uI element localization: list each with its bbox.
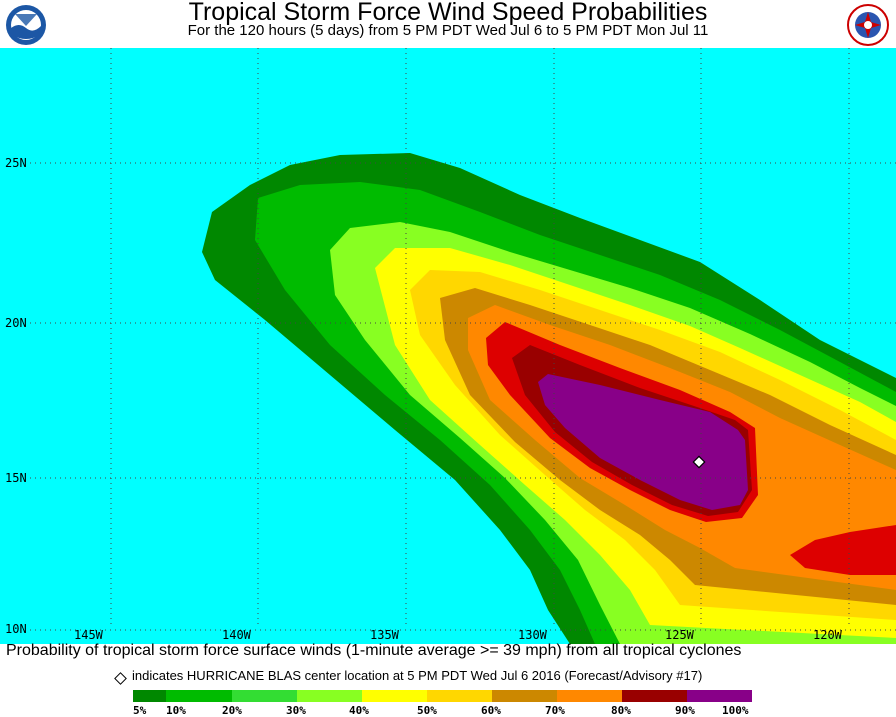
legend-swatch-0 — [133, 690, 166, 702]
lon-label-125w: 125W — [665, 628, 694, 642]
legend-swatch-2 — [232, 690, 297, 702]
page-subtitle: For the 120 hours (5 days) from 5 PM PDT… — [187, 22, 709, 39]
legend-label-2: 20% — [222, 704, 242, 717]
legend-label-7: 70% — [545, 704, 565, 717]
legend-swatch-7 — [557, 690, 622, 702]
probability-map — [0, 48, 896, 644]
noaa-logo-icon — [6, 5, 46, 45]
legend-label-6: 60% — [481, 704, 501, 717]
lon-label-145w: 145W — [74, 628, 103, 642]
legend-label-4: 40% — [349, 704, 369, 717]
legend-swatch-6 — [492, 690, 557, 702]
legend-swatch-3 — [297, 690, 362, 702]
lon-label-120w: 120W — [813, 628, 842, 642]
legend-label-0: 5% — [133, 704, 147, 717]
band-90-percent — [538, 374, 748, 510]
lat-label-15n: 15N — [5, 471, 27, 485]
lon-label-135w: 135W — [370, 628, 399, 642]
lat-label-10n: 10N — [5, 622, 27, 636]
page-title: Tropical Storm Force Wind Speed Probabil… — [188, 0, 708, 26]
header: Tropical Storm Force Wind Speed Probabil… — [0, 0, 896, 48]
legend-swatch-4 — [362, 690, 427, 702]
center-location-note: indicates HURRICANE BLAS center location… — [132, 668, 703, 683]
legend-label-10: 100% — [722, 704, 749, 717]
legend-label-8: 80% — [611, 704, 631, 717]
nws-logo-icon — [847, 4, 889, 46]
legend-label-1: 10% — [166, 704, 186, 717]
legend-label-3: 30% — [286, 704, 306, 717]
legend-swatch-5 — [427, 690, 492, 702]
legend-swatch-1 — [166, 690, 232, 702]
lon-label-130w: 130W — [518, 628, 547, 642]
lat-lon-grid — [30, 48, 896, 631]
lat-label-20n: 20N — [5, 316, 27, 330]
legend-label-5: 50% — [417, 704, 437, 717]
lon-label-140w: 140W — [222, 628, 251, 642]
band-70-percent-east — [790, 525, 896, 575]
storm-center-marker — [692, 455, 706, 469]
legend-swatch-9 — [622, 690, 687, 702]
center-marker-key-icon — [114, 672, 127, 685]
legend-swatch-10 — [687, 690, 752, 702]
legend-label-9: 90% — [675, 704, 695, 717]
lat-label-25n: 25N — [5, 156, 27, 170]
map-caption: Probability of tropical storm force surf… — [6, 642, 742, 659]
